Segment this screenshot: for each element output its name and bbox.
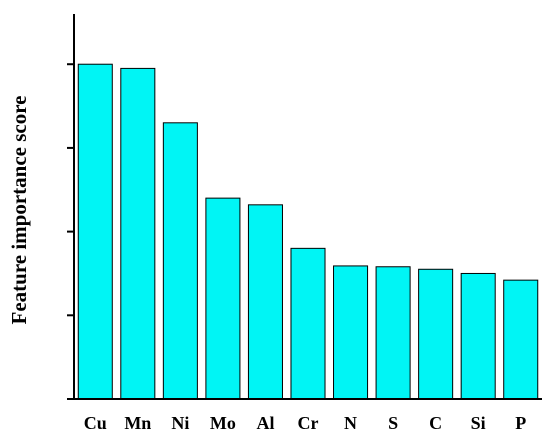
x-tick-label-c: C <box>429 413 442 433</box>
x-tick-label-n: N <box>344 413 357 433</box>
x-tick-label-s: S <box>388 413 398 433</box>
bar-ni <box>162 122 198 400</box>
bar-al <box>247 204 283 400</box>
bar-mo <box>205 197 241 400</box>
x-tick-label-mo: Mo <box>210 413 236 433</box>
bar-p <box>503 279 539 400</box>
bar-cu <box>77 63 113 400</box>
bar-n <box>333 265 369 400</box>
x-tick-labels-group: Cu Mn Ni Mo Al Cr N S C Si P <box>84 413 526 433</box>
x-tick-label-ni: Ni <box>171 413 189 433</box>
y-axis-title: Feature importance score <box>7 96 31 325</box>
x-tick-label-si: Si <box>471 413 486 433</box>
x-tick-label-al: Al <box>256 413 274 433</box>
x-tick-label-cu: Cu <box>84 413 107 433</box>
bar-c <box>418 268 454 400</box>
bar-cr <box>290 247 326 400</box>
bar-si <box>460 272 496 400</box>
bar-mn <box>120 67 156 400</box>
x-tick-label-cr: Cr <box>298 413 319 433</box>
x-tick-label-p: P <box>515 413 526 433</box>
y-ticks-group <box>67 63 74 400</box>
bars-group <box>77 63 539 400</box>
x-tick-label-mn: Mn <box>124 413 151 433</box>
bar-s <box>375 266 411 400</box>
